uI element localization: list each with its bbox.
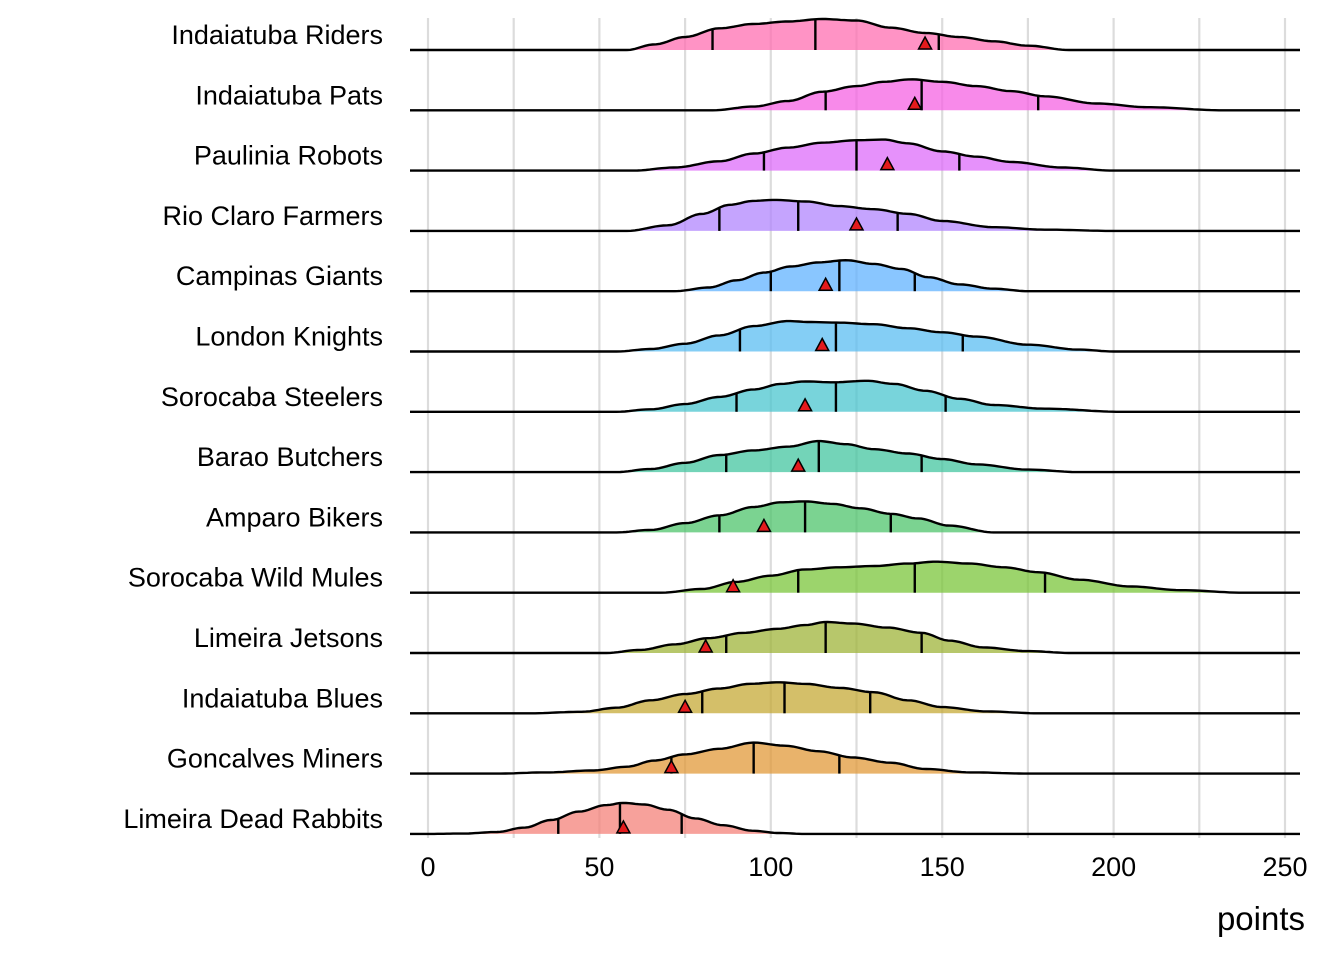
- x-tick-label: 200: [1091, 852, 1136, 882]
- point-marker: [756, 517, 772, 533]
- ridge-barao-butchers: [410, 439, 1300, 474]
- density-area: [428, 802, 806, 834]
- y-label-limeira-dead-rabbits: Limeira Dead Rabbits: [123, 804, 383, 834]
- y-label-amparo-bikers: Amparo Bikers: [206, 502, 383, 532]
- density-outline: [410, 198, 1300, 233]
- point-marker: [725, 578, 741, 593]
- x-tick-label: 150: [920, 852, 965, 882]
- density-outline: [410, 620, 1300, 655]
- density-area: [626, 19, 1070, 50]
- density-area: [674, 260, 1028, 292]
- y-label-goncalves-miners: Goncalves Miners: [167, 744, 383, 774]
- x-tick-label: 50: [584, 852, 614, 882]
- density-outline: [410, 319, 1300, 353]
- density-outline: [410, 741, 1300, 775]
- ridge-limeira-dead-rabbits: [410, 801, 1300, 836]
- y-label-limeira-jetsons: Limeira Jetsons: [194, 623, 383, 653]
- y-label-sorocaba-wild-mules: Sorocaba Wild Mules: [128, 563, 383, 593]
- ridges: [410, 17, 1300, 836]
- density-area: [616, 441, 1080, 473]
- point-marker: [615, 819, 632, 834]
- point-marker: [677, 698, 693, 714]
- density-area: [616, 321, 1114, 352]
- point-marker: [817, 276, 834, 291]
- ridge-london-knights: [410, 319, 1300, 353]
- point-marker: [848, 216, 865, 231]
- density-area: [626, 199, 1114, 231]
- density-outline: [410, 681, 1300, 715]
- ridge-sorocaba-wild-mules: [410, 560, 1300, 594]
- y-label-campinas-giants: Campinas Giants: [176, 261, 383, 291]
- y-label-indaiatuba-riders: Indaiatuba Riders: [171, 20, 383, 50]
- density-outline: [410, 801, 1300, 836]
- point-marker: [879, 156, 896, 171]
- x-tick-label: 0: [420, 852, 435, 882]
- x-tick-label: 250: [1262, 852, 1307, 882]
- ridge-goncalves-miners: [410, 741, 1300, 775]
- ridge-rio-claro-farmers: [410, 198, 1300, 233]
- y-label-barao-butchers: Barao Butchers: [197, 442, 383, 472]
- x-axis-ticks: 0 50 100 150 200 250: [420, 852, 1307, 882]
- density-outline: [410, 17, 1300, 52]
- density-outline: [410, 560, 1300, 594]
- density-outline: [410, 78, 1300, 112]
- point-marker: [697, 638, 714, 653]
- x-axis-title: points: [1217, 900, 1305, 937]
- y-label-sorocaba-steelers: Sorocaba Steelers: [161, 382, 383, 412]
- density-area: [712, 79, 1224, 111]
- density-outline: [410, 439, 1300, 474]
- density-area: [616, 380, 1121, 412]
- density-outline: [410, 258, 1300, 293]
- density-outline: [410, 138, 1300, 172]
- ridge-indaiatuba-riders: [410, 17, 1300, 52]
- density-area: [606, 622, 1073, 653]
- y-label-rio-claro-farmers: Rio Claro Farmers: [162, 201, 383, 231]
- ridge-amparo-bikers: [410, 500, 1300, 534]
- density-area: [633, 139, 1114, 171]
- density-outline: [410, 379, 1300, 413]
- ridge-campinas-giants: [410, 258, 1300, 293]
- point-marker: [790, 457, 806, 472]
- ridge-sorocaba-steelers: [410, 379, 1300, 413]
- density-outline: [410, 500, 1300, 534]
- density-area: [496, 742, 1028, 774]
- ridge-limeira-jetsons: [410, 620, 1300, 655]
- y-axis-labels: Indaiatuba Riders Indaiatuba Pats Paulinia…: [123, 20, 383, 834]
- y-label-indaiatuba-pats: Indaiatuba Pats: [195, 80, 383, 110]
- y-label-paulinia-robots: Paulinia Robots: [194, 141, 383, 171]
- x-tick-label: 100: [748, 852, 793, 882]
- ridge-paulinia-robots: [410, 138, 1300, 172]
- point-marker: [814, 336, 830, 352]
- point-marker: [663, 759, 680, 774]
- ridge-indaiatuba-pats: [410, 78, 1300, 112]
- point-marker: [907, 95, 923, 111]
- y-label-london-knights: London Knights: [195, 322, 383, 352]
- point-marker: [797, 397, 813, 412]
- ridge-indaiatuba-blues: [410, 681, 1300, 715]
- point-marker: [917, 35, 933, 50]
- y-label-indaiatuba-blues: Indaiatuba Blues: [182, 683, 383, 713]
